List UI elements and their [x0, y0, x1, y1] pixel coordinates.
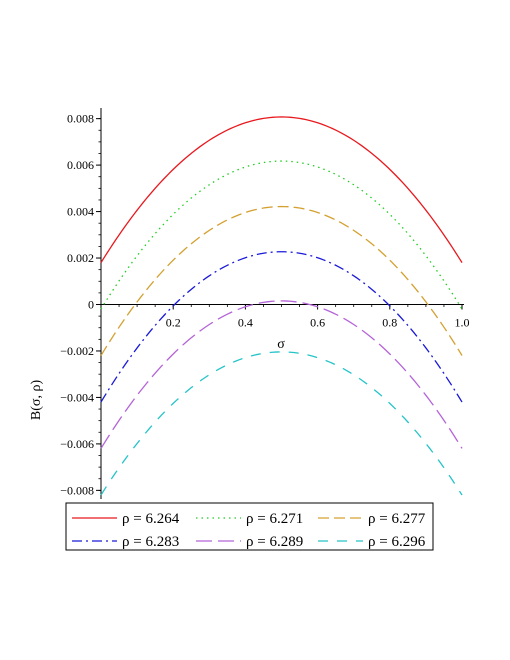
x-tick-label: 0.6 — [310, 316, 325, 330]
x-axis-label: σ — [277, 337, 285, 352]
legend: ρ = 6.264 ρ = 6.271 ρ = 6.277 ρ = 6.283 ρ = … — [66, 503, 433, 550]
x-tick-label: 0.2 — [166, 316, 181, 330]
series-line-2 — [101, 161, 462, 309]
legend-entry: ρ = 6.264 — [122, 511, 180, 527]
y-tick-label: 0 — [88, 298, 94, 312]
legend-entry: ρ = 6.271 — [246, 511, 303, 527]
y-tick-label: −0.002 — [60, 344, 94, 358]
series-line-3 — [101, 207, 462, 356]
y-tick-label: −0.008 — [60, 483, 94, 497]
x-tick-label: 0.8 — [382, 316, 397, 330]
x-tick-label: 1.0 — [455, 316, 470, 330]
series-line-1 — [101, 117, 462, 263]
legend-entry: ρ = 6.289 — [246, 534, 303, 550]
y-tick-label: 0.004 — [67, 205, 94, 219]
legend-entry: ρ = 6.296 — [368, 534, 426, 550]
y-tick-label: 0.008 — [67, 112, 94, 126]
legend-entry: ρ = 6.277 — [368, 511, 426, 527]
y-axis-label: B(σ, ρ) — [29, 380, 44, 421]
y-tick-label: 0.006 — [67, 158, 94, 172]
series-line-5 — [101, 301, 462, 449]
x-tick-label: 0.4 — [238, 316, 253, 330]
y-tick-label: 0.002 — [67, 251, 94, 265]
axes: 0.008 0.006 0.004 0.002 0 −0.002 −0.004 −0.006 −… — [60, 108, 469, 499]
legend-entry: ρ = 6.283 — [122, 534, 179, 550]
series-line-4 — [101, 252, 462, 402]
y-tick-label: −0.006 — [60, 437, 94, 451]
y-tick-label: −0.004 — [60, 390, 94, 404]
